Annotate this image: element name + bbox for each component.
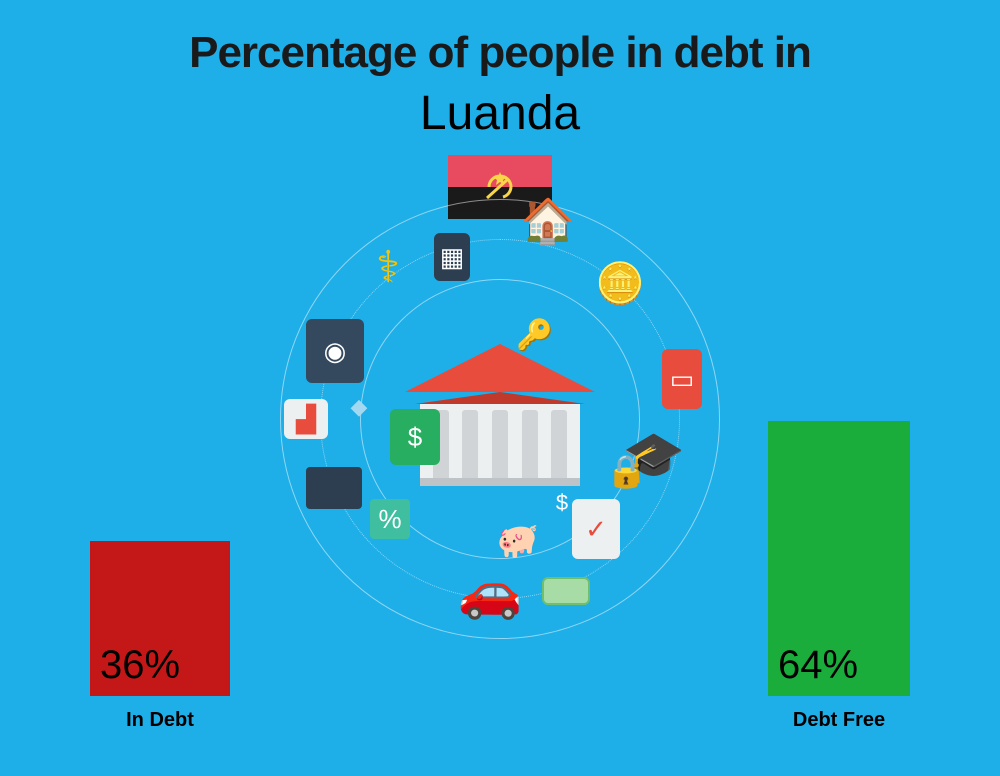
percent-icon: %: [370, 499, 410, 539]
caduceus-icon: ⚕: [360, 239, 416, 295]
coins-icon: 🪙: [592, 255, 648, 311]
bar-debt-free-value: 64%: [778, 643, 858, 688]
briefcase-icon: [306, 467, 362, 509]
phone-icon: ▭: [662, 349, 702, 409]
page-title: Percentage of people in debt in: [0, 0, 1000, 78]
bar-in-debt-value: 36%: [100, 643, 180, 688]
calculator-icon: ▦: [434, 233, 470, 281]
piggy-bank-icon: 🐖: [490, 513, 546, 569]
bank-column-icon: [522, 410, 538, 478]
subtitle-city: Luanda: [0, 86, 1000, 141]
bank-column-icon: [551, 410, 567, 478]
bank-column-icon: [492, 410, 508, 478]
center-illustration: 🏠 ▦ 🪙 ▭ 🎓 ✓ 🔒 🚗 % ◉ ▟ $ ⚕ 🐖 🔑 ◆ $: [280, 199, 720, 639]
bar-debt-free-label: Debt Free: [768, 709, 910, 732]
banknote-icon: [542, 577, 590, 605]
clipboard-icon: ✓: [572, 499, 620, 559]
safe-icon: ◉: [306, 319, 364, 383]
car-icon: 🚗: [440, 563, 540, 619]
key-icon: 🔑: [520, 307, 550, 363]
bar-in-debt-label: In Debt: [90, 709, 230, 732]
bank-column-icon: [462, 410, 478, 478]
cash-stack-icon: $: [390, 409, 440, 465]
diamond-icon: ◆: [344, 379, 374, 435]
dollar-sign-icon: $: [550, 475, 574, 531]
house-icon: 🏠: [520, 193, 576, 249]
bank-roof-icon: [405, 344, 595, 392]
bank-body-icon: [420, 404, 580, 486]
bank-building-icon: [415, 344, 585, 494]
padlock-icon: 🔒: [598, 443, 654, 499]
bar-chart-icon: ▟: [284, 399, 328, 439]
bank-roof-shadow-icon: [415, 392, 585, 404]
